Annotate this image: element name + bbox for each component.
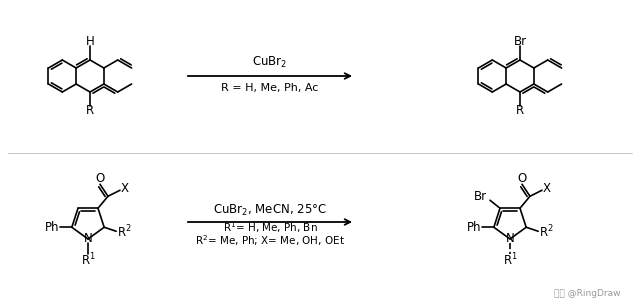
Text: X: X — [121, 182, 129, 195]
Text: Ph: Ph — [45, 221, 59, 234]
Text: R$^1$: R$^1$ — [81, 252, 95, 268]
Text: R$^2$: R$^2$ — [117, 224, 132, 241]
Text: N: N — [506, 233, 515, 245]
Text: R: R — [516, 104, 524, 117]
Text: Br: Br — [513, 35, 527, 48]
Text: R$^2$= Me, Ph; X= Me, OH, OEt: R$^2$= Me, Ph; X= Me, OH, OEt — [195, 233, 345, 248]
Text: O: O — [517, 172, 527, 185]
Text: R = H, Me, Ph, Ac: R = H, Me, Ph, Ac — [221, 83, 319, 93]
Text: Ph: Ph — [467, 221, 481, 234]
Text: R: R — [86, 104, 94, 117]
Text: H: H — [86, 35, 94, 48]
Text: O: O — [95, 172, 104, 185]
Text: R$^1$= H, Me, Ph, Bn: R$^1$= H, Me, Ph, Bn — [223, 221, 317, 235]
Text: R$^2$: R$^2$ — [539, 224, 554, 241]
Text: CuBr$_2$: CuBr$_2$ — [252, 54, 287, 69]
Text: N: N — [84, 233, 92, 245]
Text: R$^1$: R$^1$ — [502, 252, 517, 268]
Text: CuBr$_2$, MeCN, 25°C: CuBr$_2$, MeCN, 25°C — [213, 203, 327, 218]
Text: 头条 @RingDraw: 头条 @RingDraw — [554, 289, 620, 298]
Text: X: X — [543, 182, 551, 195]
Text: Br: Br — [474, 190, 486, 203]
